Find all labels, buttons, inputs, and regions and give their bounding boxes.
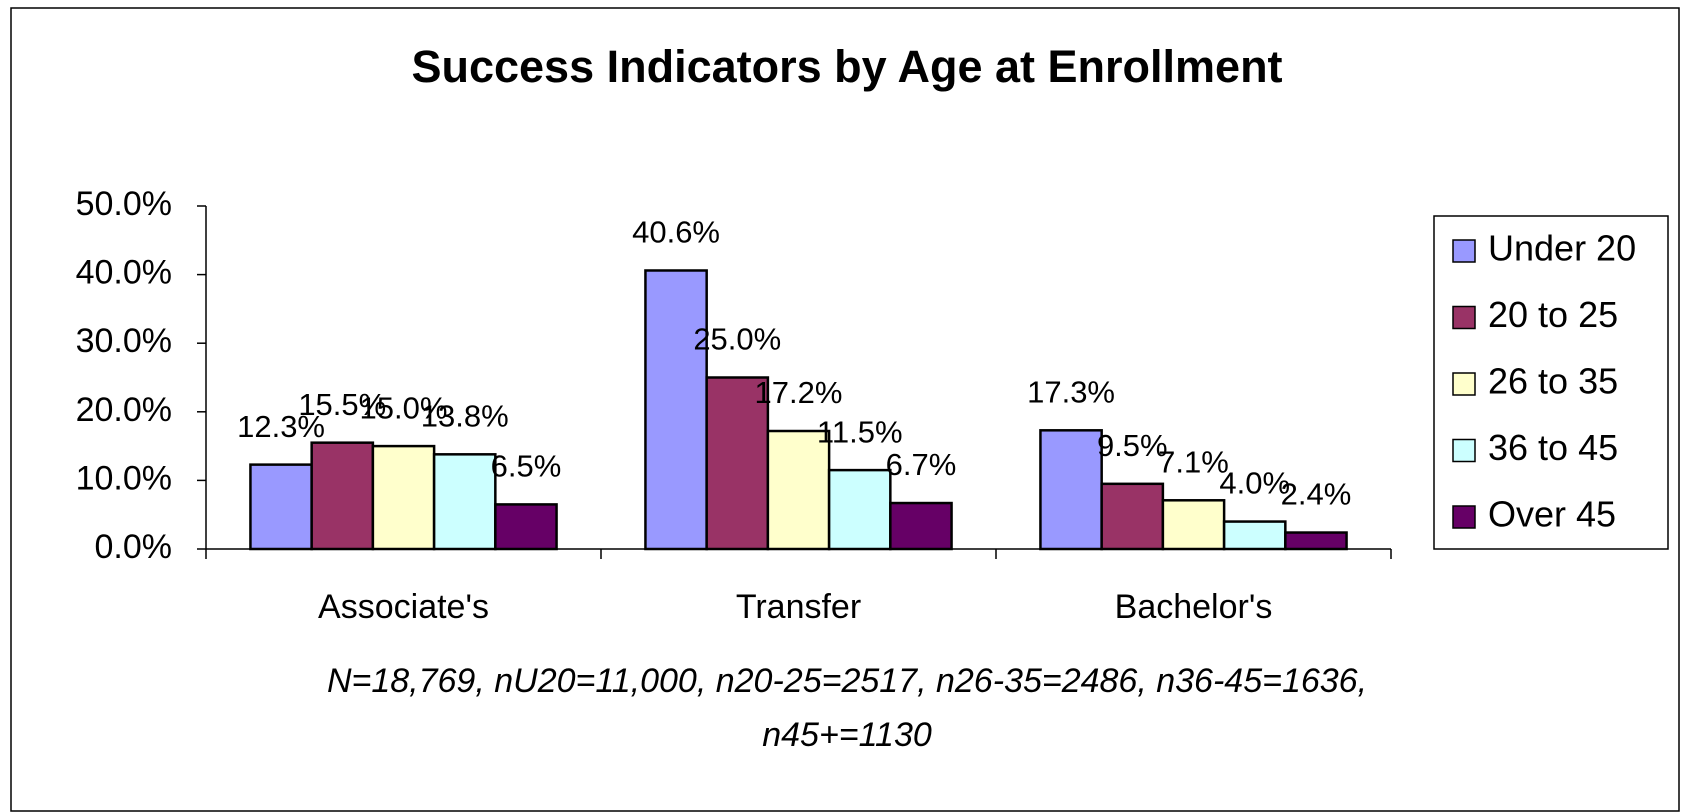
y-tick-label: 40.0%	[76, 254, 172, 292]
y-tick-label: 50.0%	[76, 185, 172, 223]
y-tick-label: 30.0%	[76, 322, 172, 360]
bar	[1222, 520, 1287, 551]
bar	[249, 463, 313, 551]
bar	[310, 441, 375, 551]
bar	[494, 503, 558, 551]
data-label: 40.6%	[632, 215, 720, 250]
data-label: 12.3%	[237, 409, 325, 444]
chart-border	[10, 7, 1680, 812]
data-label: 9.5%	[1097, 428, 1168, 463]
bar	[371, 444, 436, 551]
data-label: 17.2%	[755, 375, 843, 410]
bar	[1100, 482, 1165, 551]
bar	[644, 269, 708, 551]
note: N=18,769, nU20=11,000, n20-25=2517, n26-…	[327, 662, 1367, 700]
data-label: 11.5%	[817, 414, 903, 449]
data-label: 7.1%	[1158, 444, 1229, 479]
x-tick-label: Bachelor's	[1115, 588, 1273, 626]
x-tick-label: Associate's	[318, 588, 489, 626]
legend-label: Under 20	[1488, 228, 1636, 269]
data-label: 6.5%	[491, 449, 562, 484]
bar	[432, 453, 497, 551]
data-label: 2.4%	[1281, 477, 1352, 512]
legend-swatch	[1452, 438, 1476, 463]
y-tick-label: 10.0%	[76, 459, 172, 497]
note: n45+=1130	[762, 716, 932, 754]
legend-label: 36 to 45	[1488, 427, 1618, 468]
bar	[827, 468, 892, 551]
bar	[1039, 429, 1103, 551]
data-label: 17.3%	[1027, 375, 1115, 410]
legend-swatch	[1452, 305, 1476, 330]
data-label: 13.8%	[421, 399, 509, 434]
bar	[1284, 531, 1348, 551]
bar	[1161, 499, 1226, 551]
bar	[766, 429, 831, 551]
legend-label: 26 to 35	[1488, 361, 1618, 402]
legend-swatch	[1452, 372, 1476, 396]
legend-label: 20 to 25	[1488, 294, 1618, 335]
data-label: 4.0%	[1219, 466, 1290, 501]
y-tick-label: 0.0%	[95, 528, 173, 566]
data-label: 15.0%	[360, 390, 448, 425]
x-tick-label: Transfer	[736, 588, 861, 626]
data-label: 6.7%	[886, 447, 957, 482]
y-tick-label: 20.0%	[76, 391, 172, 429]
data-label: 25.0%	[693, 322, 781, 357]
legend-label: Over 45	[1488, 494, 1616, 535]
bar	[889, 501, 953, 551]
chart-title: Success Indicators by Age at Enrollment	[411, 41, 1282, 92]
legend-swatch	[1452, 505, 1476, 529]
legend-swatch	[1452, 239, 1476, 263]
data-label: 15.5%	[298, 387, 386, 422]
